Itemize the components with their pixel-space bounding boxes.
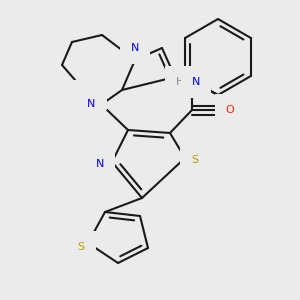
Text: N: N [87, 99, 95, 109]
Text: N: N [192, 77, 200, 87]
Text: S: S [77, 242, 85, 252]
Text: N: N [131, 43, 139, 53]
Text: S: S [191, 155, 199, 165]
Text: H: H [176, 77, 184, 87]
Text: O: O [226, 105, 234, 115]
Text: N: N [96, 159, 104, 169]
Text: CH₃: CH₃ [78, 90, 97, 100]
